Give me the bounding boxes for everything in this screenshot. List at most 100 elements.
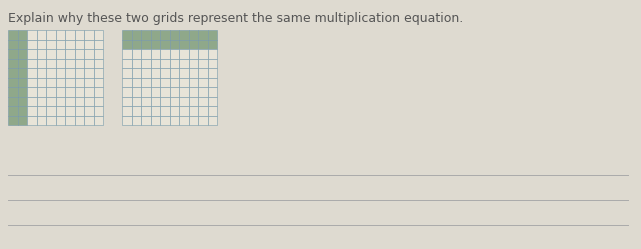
Bar <box>84 68 94 77</box>
Bar <box>56 106 65 116</box>
Bar <box>160 97 169 106</box>
Bar <box>56 116 65 125</box>
Bar <box>179 116 188 125</box>
Bar <box>141 116 151 125</box>
Bar <box>151 87 160 97</box>
Bar <box>151 106 160 116</box>
Bar <box>27 68 37 77</box>
Bar <box>46 40 56 49</box>
Bar <box>169 87 179 97</box>
Bar <box>17 68 27 77</box>
Bar <box>46 97 56 106</box>
Bar <box>56 87 65 97</box>
Bar <box>122 77 131 87</box>
Bar <box>94 77 103 87</box>
Bar <box>8 30 17 40</box>
Bar <box>74 106 84 116</box>
Bar <box>94 40 103 49</box>
Bar <box>84 106 94 116</box>
Bar <box>188 40 198 49</box>
Bar <box>160 116 169 125</box>
Bar <box>131 97 141 106</box>
Bar <box>74 68 84 77</box>
Bar <box>208 97 217 106</box>
Bar <box>27 30 37 40</box>
Bar <box>188 87 198 97</box>
Bar <box>56 49 65 59</box>
Bar <box>37 40 46 49</box>
Bar <box>56 97 65 106</box>
Bar <box>208 116 217 125</box>
Text: Explain why these two grids represent the same multiplication equation.: Explain why these two grids represent th… <box>8 12 463 25</box>
Bar <box>151 40 160 49</box>
Bar <box>179 97 188 106</box>
Bar <box>208 30 217 40</box>
Bar <box>169 116 179 125</box>
Bar <box>151 116 160 125</box>
Bar <box>8 87 17 97</box>
Bar <box>8 49 17 59</box>
Bar <box>131 77 141 87</box>
Bar <box>122 97 131 106</box>
Bar <box>46 116 56 125</box>
Bar <box>65 97 74 106</box>
Bar <box>208 87 217 97</box>
Bar <box>122 30 131 40</box>
Bar <box>169 68 179 77</box>
Bar <box>46 49 56 59</box>
Bar <box>169 106 179 116</box>
Bar <box>17 30 27 40</box>
Bar <box>160 30 169 40</box>
Bar <box>94 59 103 68</box>
Bar <box>65 116 74 125</box>
Bar <box>188 59 198 68</box>
Bar <box>74 97 84 106</box>
Bar <box>141 30 151 40</box>
Bar <box>169 49 179 59</box>
Bar <box>84 59 94 68</box>
Bar <box>74 116 84 125</box>
Bar <box>160 106 169 116</box>
Bar <box>37 87 46 97</box>
Bar <box>169 40 179 49</box>
Bar <box>8 97 17 106</box>
Bar <box>84 97 94 106</box>
Bar <box>151 30 160 40</box>
Bar <box>122 49 131 59</box>
Bar <box>27 116 37 125</box>
Bar <box>179 106 188 116</box>
Bar <box>141 68 151 77</box>
Bar <box>17 97 27 106</box>
Bar <box>84 77 94 87</box>
Bar <box>84 116 94 125</box>
Bar <box>188 68 198 77</box>
Bar <box>141 59 151 68</box>
Bar <box>131 49 141 59</box>
Bar <box>8 77 17 87</box>
Bar <box>65 68 74 77</box>
Bar <box>37 77 46 87</box>
Bar <box>65 30 74 40</box>
Bar <box>179 59 188 68</box>
Bar <box>122 116 131 125</box>
Bar <box>141 106 151 116</box>
Bar <box>179 77 188 87</box>
Bar <box>8 106 17 116</box>
Bar <box>37 106 46 116</box>
Bar <box>17 49 27 59</box>
Bar <box>131 59 141 68</box>
Bar <box>65 59 74 68</box>
Bar <box>198 106 208 116</box>
Bar <box>208 59 217 68</box>
Bar <box>8 40 17 49</box>
Bar <box>46 87 56 97</box>
Bar <box>27 97 37 106</box>
Bar <box>160 87 169 97</box>
Bar <box>179 87 188 97</box>
Bar <box>208 49 217 59</box>
Bar <box>131 116 141 125</box>
Bar <box>74 30 84 40</box>
Bar <box>27 77 37 87</box>
Bar <box>27 49 37 59</box>
Bar <box>151 49 160 59</box>
